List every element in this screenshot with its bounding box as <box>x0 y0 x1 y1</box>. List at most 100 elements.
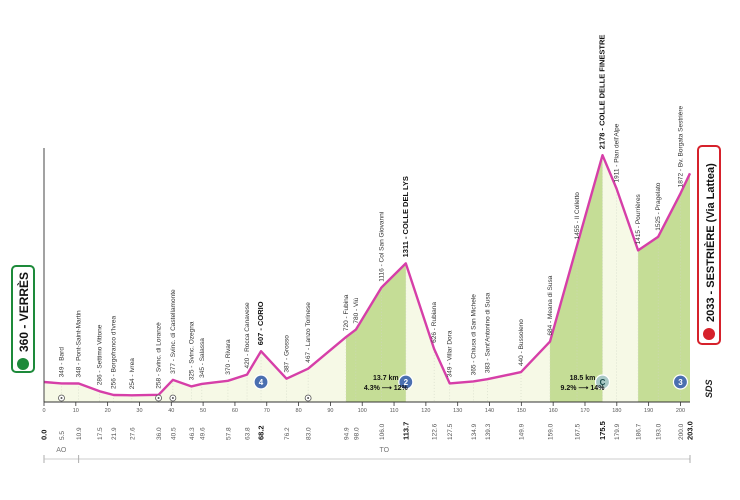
tick-label: 50 <box>200 408 206 414</box>
climb-category-badge <box>672 374 689 390</box>
tick-label: 100 <box>358 408 367 414</box>
waypoint-label: 348 - Pont-Saint-Martin <box>76 310 83 378</box>
waypoint-label: 370 - Rivara <box>225 339 232 375</box>
profile-fills <box>44 155 690 402</box>
climb-category-badge <box>594 374 611 390</box>
tick-label: 0 <box>42 408 45 414</box>
tick-label: 140 <box>485 408 494 414</box>
tick-label: 20 <box>105 408 111 414</box>
marker-dot <box>307 397 310 399</box>
waypoint-label: 1872 - Bv. Borgata Sestrière <box>677 105 684 187</box>
waypoint-label: 258 - Svinc. di Loranzè <box>156 322 163 389</box>
waypoint-label: 254 - Ivrea <box>129 358 136 389</box>
tick-label: 70 <box>264 408 270 414</box>
km-label: 63.8 <box>245 427 252 440</box>
tick-label: 170 <box>580 408 589 414</box>
km-label: 10.9 <box>76 427 83 440</box>
km-label: 186.7 <box>636 423 643 440</box>
climb-category-label: C <box>600 378 606 387</box>
km-labels: 0.0 5.5 10.9 17.5 21.9 27.6 36.0 40.5 46.3 49.6 57… <box>40 421 695 440</box>
waypoint-label: 345 - Salassa <box>199 338 206 378</box>
marker-dot <box>171 397 174 399</box>
km-label: 68.2 <box>257 425 266 440</box>
tick-label: 150 <box>517 408 526 414</box>
waypoint-label: 684 - Meana di Susa <box>547 275 554 335</box>
climb-area-3 <box>638 173 690 402</box>
km-label: 193.0 <box>656 423 663 440</box>
waypoint-label: 626 - Rubiana <box>431 302 438 343</box>
km-label: 5.5 <box>59 431 66 440</box>
distance-axis: 0 10 20 30 40 50 60 70 80 90 100 110 120 130 140 150 160… <box>42 148 690 414</box>
waypoint-label: 607 - CORIO <box>256 301 265 345</box>
waypoint-label: 1415 - Pourrières <box>635 193 642 244</box>
km-label: 83.0 <box>306 427 313 440</box>
km-label: 0.0 <box>40 430 49 440</box>
waypoint-label: 1455 - Il Colletto <box>574 192 581 240</box>
finish-badge-frame <box>697 145 721 345</box>
region-label: TO <box>380 447 390 454</box>
waypoint-label: 780 - Viù <box>353 297 360 323</box>
climb-category-label: 3 <box>678 378 683 387</box>
km-label: 49.6 <box>199 427 206 440</box>
sprint-badge-label: 4 <box>259 378 264 387</box>
km-label: 36.0 <box>156 427 163 440</box>
km-label: 175.5 <box>598 421 607 440</box>
waypoint-label: 1116 - Col San Giovanni <box>378 212 385 282</box>
climb-area-2 <box>549 155 603 402</box>
km-label: 113.7 <box>401 422 410 440</box>
km-label: 134.9 <box>471 423 478 440</box>
sprint-badge <box>253 374 269 390</box>
tick-label: 30 <box>136 408 142 414</box>
tick-label: 180 <box>612 408 621 414</box>
tick-label: 80 <box>296 408 302 414</box>
climb-category-label: 2 <box>404 378 409 387</box>
tick-label: 200 <box>676 408 685 414</box>
marker-dot <box>157 397 160 399</box>
km-label: 122.6 <box>432 423 439 440</box>
km-label: 27.6 <box>129 427 136 440</box>
climb-length-label: 18.5 km <box>570 375 596 382</box>
tick-label: 40 <box>168 408 174 414</box>
tick-label: 110 <box>390 408 399 414</box>
tick-label: 130 <box>453 408 462 414</box>
km-label: 203.0 <box>686 421 695 440</box>
km-label: 149.9 <box>519 423 526 440</box>
waypoint-label: 349 - Bard <box>59 347 66 378</box>
waypoint-labels: 349 - Bard 348 - Pont-Saint-Martin 286 - S… <box>59 35 685 390</box>
km-label: 40.5 <box>170 427 177 440</box>
waypoint-label: 286 - Settimo Vittone <box>97 324 104 385</box>
km-label: 127.5 <box>447 423 454 440</box>
start-flag-icon <box>17 358 29 370</box>
km-label: 159.0 <box>547 423 554 440</box>
km-label: 98.0 <box>353 427 360 440</box>
km-label: 139.3 <box>485 423 492 440</box>
waypoint-label: 349 - Villar Dora <box>447 330 454 377</box>
waypoint-label: 1525 - Pragelato <box>655 182 662 230</box>
marker-dot <box>60 397 63 399</box>
sponsor-logo: SDS <box>704 379 714 398</box>
tick-label: 160 <box>549 408 558 414</box>
km-label: 94.9 <box>343 427 350 440</box>
km-label: 179.9 <box>614 423 621 440</box>
region-labels: AO TO <box>43 447 691 463</box>
waypoint-label: 1911 - Pian dell'Alpe <box>613 123 620 182</box>
start-badge: 360 - VERRÈS <box>11 265 35 373</box>
waypoint-label: 383 - Sant'Antonino di Susa <box>484 292 491 373</box>
waypoint-label: 365 - Chiusa di San Michele <box>470 294 477 376</box>
waypoint-label: 467 - Lanzo Torinese <box>305 302 312 363</box>
km-label: 76.2 <box>284 427 291 440</box>
km-label: 167.5 <box>575 423 582 440</box>
tick-label: 10 <box>73 408 79 414</box>
tick-label: 90 <box>327 408 333 414</box>
waypoint-label: 387 - Grosso <box>283 335 290 373</box>
km-label: 21.9 <box>111 427 118 440</box>
tick-label: 60 <box>232 408 238 414</box>
km-label: 200.0 <box>678 423 685 440</box>
elevation-line <box>43 154 692 397</box>
waypoint-label: 256 - Borgofranco d'Ivrea <box>111 315 118 389</box>
km-label: 17.5 <box>97 427 104 440</box>
start-badge-frame <box>11 265 35 373</box>
waypoint-label: 1311 - COLLE DEL LYS <box>401 176 410 257</box>
finish-flag-icon <box>703 328 715 340</box>
waypoint-label: 2178 - COLLE DELLE FINESTRE <box>597 35 606 150</box>
